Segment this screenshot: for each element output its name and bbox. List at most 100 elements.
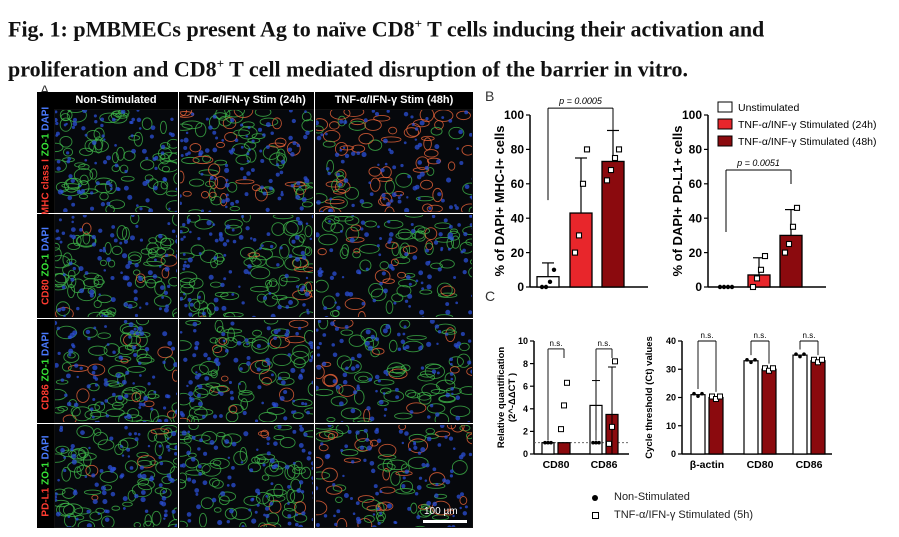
y-tick-label: 30 bbox=[666, 364, 676, 374]
data-point bbox=[753, 357, 757, 362]
data-point bbox=[725, 284, 731, 290]
chart-mhc-i: 0 20 40 60 80 100 % of DAPI+ MHC-I+ cells p = 0… bbox=[492, 96, 648, 292]
micrograph-tile bbox=[315, 109, 473, 213]
data-point bbox=[591, 440, 595, 445]
y-tick-label: 60 bbox=[689, 177, 703, 191]
y-tick-label: 6 bbox=[523, 381, 528, 391]
open-square-icon bbox=[592, 512, 599, 519]
micrograph-tile bbox=[315, 424, 473, 528]
data-point bbox=[749, 360, 753, 365]
y-tick-label: 4 bbox=[523, 404, 528, 414]
data-point bbox=[717, 393, 723, 400]
chart-pd-l1: 0 20 40 60 80 100 % of DAPI+ PD-L1+ cells p = 0… bbox=[670, 101, 877, 292]
data-point bbox=[615, 146, 623, 153]
data-point bbox=[575, 232, 583, 239]
data-point bbox=[597, 440, 601, 445]
micrograph-corner bbox=[37, 92, 54, 109]
bar bbox=[810, 360, 826, 455]
significance-label: n.s. bbox=[701, 331, 714, 340]
micrograph-column-header: TNF-α/IFN-γ Stim (48h) bbox=[315, 92, 473, 109]
micrograph-tile bbox=[54, 319, 178, 423]
data-point bbox=[785, 240, 793, 248]
micrograph-row-label: PD-L1 ZO-1 DAPI bbox=[37, 424, 54, 528]
micrograph-tile bbox=[179, 319, 314, 423]
bar bbox=[761, 368, 777, 455]
y-tick-label: 20 bbox=[511, 246, 525, 260]
micrograph-row-label: CD80 ZO-1 DAPI bbox=[37, 214, 54, 318]
filled-circle-icon bbox=[592, 495, 598, 501]
data-point bbox=[607, 166, 615, 174]
panel-c-label: C bbox=[485, 288, 496, 304]
y-tick-label: 80 bbox=[689, 143, 703, 157]
bar bbox=[690, 394, 706, 455]
y-tick-label: 100 bbox=[504, 108, 524, 122]
micrograph-tile bbox=[179, 109, 314, 213]
data-point bbox=[794, 352, 798, 356]
micrograph-tile bbox=[315, 214, 473, 318]
panel-a-label: A bbox=[40, 82, 50, 98]
micrograph-column-header: TNF-α/IFN-γ Stim (24h) bbox=[179, 92, 314, 109]
x-tick-label: CD86 bbox=[591, 459, 618, 471]
y-axis-label: % of DAPI+ MHC-I+ cells bbox=[492, 126, 507, 277]
data-point bbox=[611, 154, 619, 162]
p-value-label: p = 0.0005 bbox=[558, 96, 603, 106]
data-point bbox=[819, 356, 825, 363]
micrograph-row-label: MHC class I ZO-1 DAPI bbox=[37, 107, 54, 215]
data-point bbox=[561, 402, 567, 409]
data-point bbox=[753, 275, 761, 282]
x-tick-label: CD80 bbox=[747, 459, 774, 471]
data-point bbox=[761, 252, 769, 260]
data-point bbox=[757, 266, 765, 273]
data-point bbox=[770, 365, 776, 372]
data-point bbox=[558, 426, 564, 433]
data-point bbox=[551, 267, 557, 272]
legend-swatch bbox=[717, 135, 733, 147]
data-point bbox=[609, 423, 615, 430]
y-tick-label: 60 bbox=[511, 177, 525, 191]
micrograph-tile bbox=[315, 319, 473, 423]
y-tick-label: 0 bbox=[671, 449, 676, 459]
bar bbox=[557, 442, 571, 455]
figure-title: Fig. 1: pMBMECs present Ag to naïve CD8+… bbox=[8, 16, 765, 82]
y-tick-label: 0 bbox=[517, 280, 524, 292]
data-point bbox=[793, 204, 801, 211]
data-point bbox=[781, 249, 789, 256]
data-point bbox=[798, 354, 802, 359]
data-point bbox=[543, 284, 549, 290]
bar bbox=[569, 212, 593, 288]
data-point bbox=[749, 283, 757, 291]
data-point bbox=[579, 180, 587, 187]
data-point bbox=[721, 284, 727, 290]
y-tick-label: 10 bbox=[518, 336, 528, 346]
legend-label: TNF-α/INF-γ Stimulated (48h) bbox=[738, 136, 877, 148]
y-tick-label: 100 bbox=[682, 108, 702, 122]
data-point bbox=[802, 352, 806, 356]
data-point bbox=[696, 394, 700, 398]
y-tick-label: 0 bbox=[695, 280, 702, 292]
y-tick-label: 0 bbox=[523, 449, 528, 459]
data-point bbox=[789, 223, 797, 230]
legend-swatch bbox=[717, 101, 733, 113]
scale-bar-label: 100 µm bbox=[424, 506, 458, 517]
data-point bbox=[692, 391, 696, 396]
y-axis-label-line1: Relative quantification bbox=[496, 347, 507, 449]
micrograph-row-label: CD86 ZO-1 DAPI bbox=[37, 319, 54, 423]
y-tick-label: 10 bbox=[666, 421, 676, 431]
micrograph-tile bbox=[179, 214, 314, 318]
micrograph-tile bbox=[54, 109, 178, 213]
data-point bbox=[549, 440, 553, 445]
micrograph-column-header: Non-Stimulated bbox=[54, 92, 178, 109]
x-tick-label: CD80 bbox=[543, 459, 570, 471]
significance-label: n.s. bbox=[598, 339, 611, 348]
y-tick-label: 40 bbox=[666, 336, 676, 346]
bar bbox=[708, 396, 724, 455]
data-point bbox=[745, 357, 749, 362]
micrograph-tile bbox=[54, 424, 178, 528]
data-point bbox=[564, 379, 570, 386]
p-value-label: p = 0.0051 bbox=[736, 158, 780, 168]
significance-label: n.s. bbox=[550, 339, 563, 348]
chart-relative-quantification: 0 2 4 6 8 10 Relative quantification (2^-ΔΔCT )… bbox=[496, 336, 629, 471]
data-point bbox=[594, 440, 598, 445]
y-axis-label: Cycle threshold (Ct) values bbox=[644, 336, 655, 458]
chart-cycle-threshold: 0 10 20 30 40 Cycle threshold (Ct) values β-ac… bbox=[644, 331, 832, 471]
